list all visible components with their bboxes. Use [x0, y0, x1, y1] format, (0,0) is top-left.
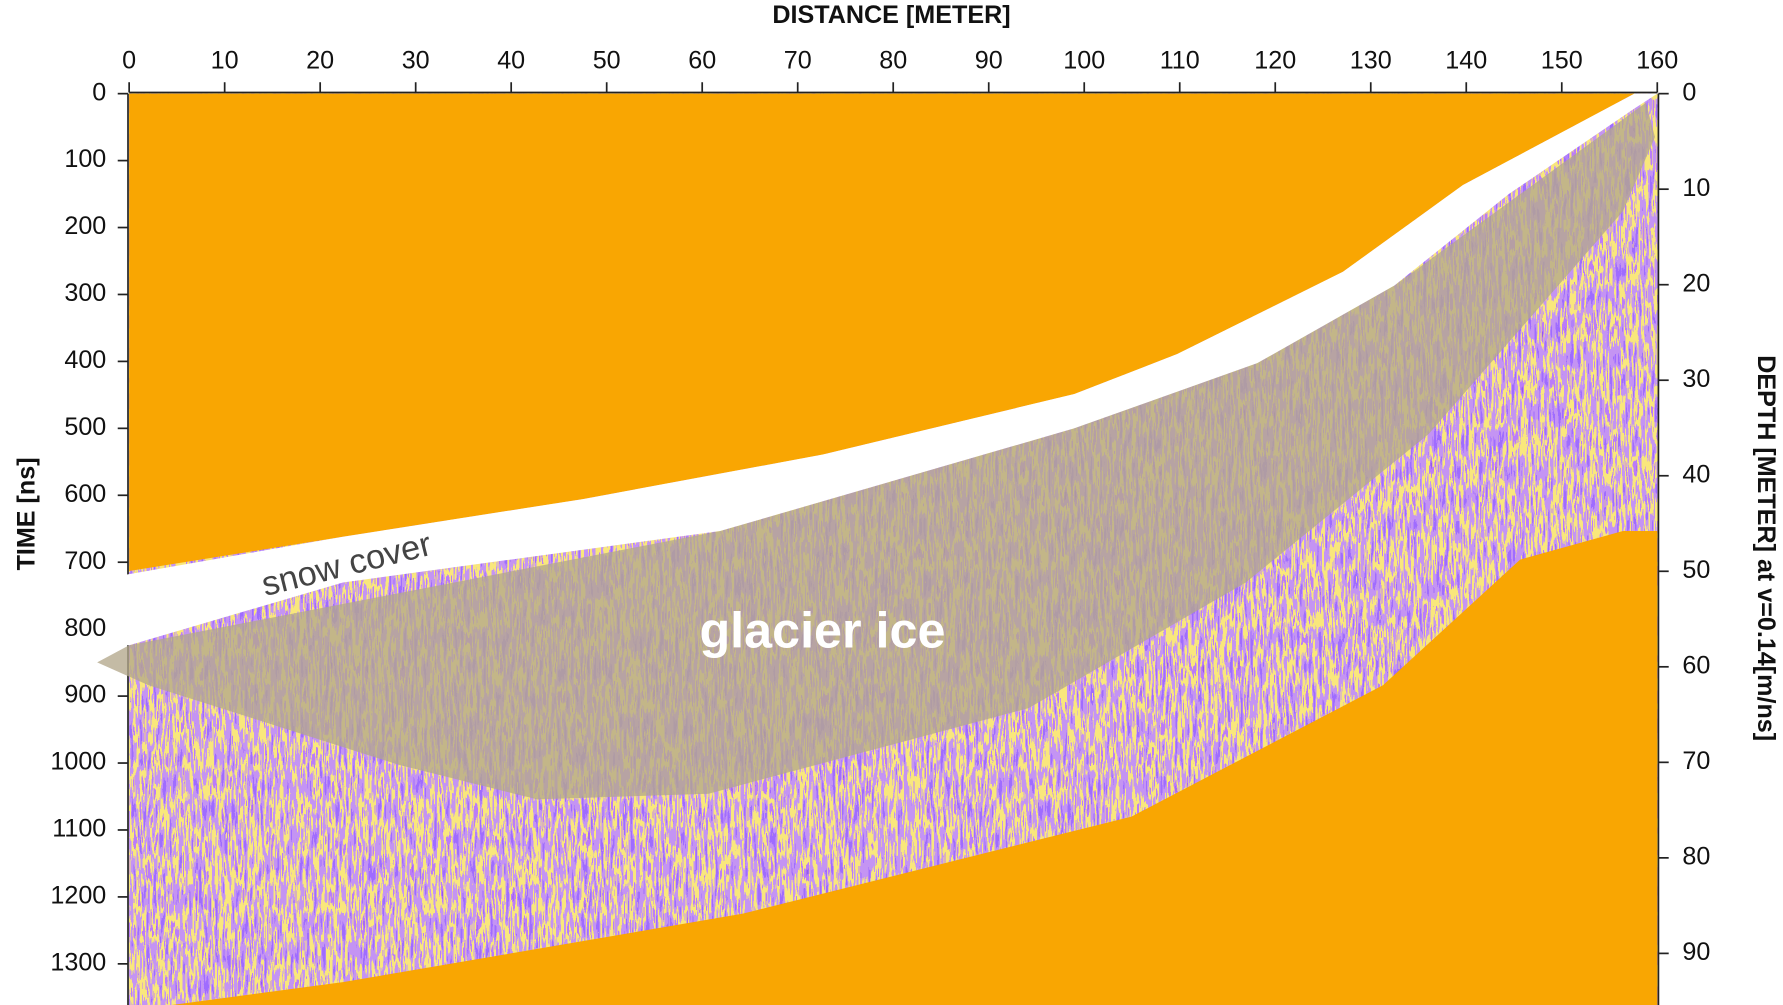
y2-tick-label: 50 [1682, 556, 1710, 584]
y2-tick-label: 10 [1682, 174, 1710, 202]
x-tick-label: 130 [1350, 46, 1392, 74]
y2-tick-label: 60 [1682, 651, 1710, 679]
x-tick-label: 110 [1160, 46, 1200, 74]
x-tick-label: 150 [1541, 46, 1583, 74]
x-tick-label: 40 [497, 46, 525, 74]
y2-axis-title: DEPTH [METER] at v=0.14[m/ns] [1752, 355, 1780, 741]
y-tick-label: 800 [64, 614, 106, 642]
y2-tick-label: 70 [1682, 747, 1710, 775]
y-tick-label: 500 [64, 413, 106, 441]
x-tick-label: 100 [1063, 46, 1105, 74]
y-tick-label: 1000 [50, 748, 106, 776]
x-tick-label: 20 [306, 46, 334, 74]
x-tick-label: 10 [211, 46, 239, 74]
y-tick-label: 1100 [52, 815, 106, 843]
x-tick-label: 80 [879, 46, 907, 74]
y-tick-label: 1200 [50, 882, 106, 910]
x-tick-label: 70 [784, 46, 812, 74]
x-tick-label: 0 [122, 46, 136, 74]
y2-tick-label: 0 [1682, 78, 1696, 106]
x-tick-label: 140 [1445, 46, 1487, 74]
x-axis-title: DISTANCE [METER] [772, 1, 1010, 29]
y-tick-label: 200 [64, 212, 106, 240]
y-tick-label: 700 [64, 547, 106, 575]
annotation: glacier ice [699, 603, 945, 659]
y-tick-label: 100 [64, 145, 106, 173]
y-axis-title: TIME [ns] [12, 457, 40, 570]
y2-tick-label: 80 [1682, 843, 1710, 871]
y2-tick-label: 90 [1682, 938, 1710, 966]
y2-tick-label: 20 [1682, 269, 1710, 297]
y-tick-label: 0 [92, 78, 106, 106]
x-tick-label: 120 [1254, 46, 1296, 74]
y2-tick-label: 40 [1682, 460, 1710, 488]
y-tick-label: 900 [64, 681, 106, 709]
y-tick-label: 400 [64, 346, 106, 374]
y2-tick-label: 30 [1682, 365, 1710, 393]
x-tick-label: 90 [975, 46, 1003, 74]
y-tick-label: 1300 [50, 948, 106, 976]
x-tick-label: 50 [593, 46, 621, 74]
x-tick-label: 30 [402, 46, 430, 74]
chart: 0102030405060708090100110120130140150160… [0, 0, 1783, 1005]
y-tick-label: 300 [64, 279, 106, 307]
x-tick-label: 60 [688, 46, 716, 74]
x-tick-label: 160 [1636, 46, 1678, 74]
y-tick-label: 600 [64, 480, 106, 508]
